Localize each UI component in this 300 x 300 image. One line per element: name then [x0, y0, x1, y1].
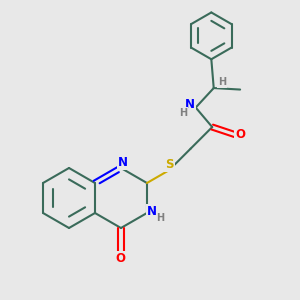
Text: H: H [156, 213, 164, 224]
Text: O: O [116, 251, 125, 265]
Text: N: N [147, 205, 157, 218]
Text: O: O [235, 128, 245, 141]
Text: H: H [179, 108, 187, 118]
Text: S: S [165, 158, 174, 171]
Text: N: N [185, 98, 195, 111]
Text: N: N [118, 156, 128, 169]
Text: H: H [218, 77, 226, 87]
